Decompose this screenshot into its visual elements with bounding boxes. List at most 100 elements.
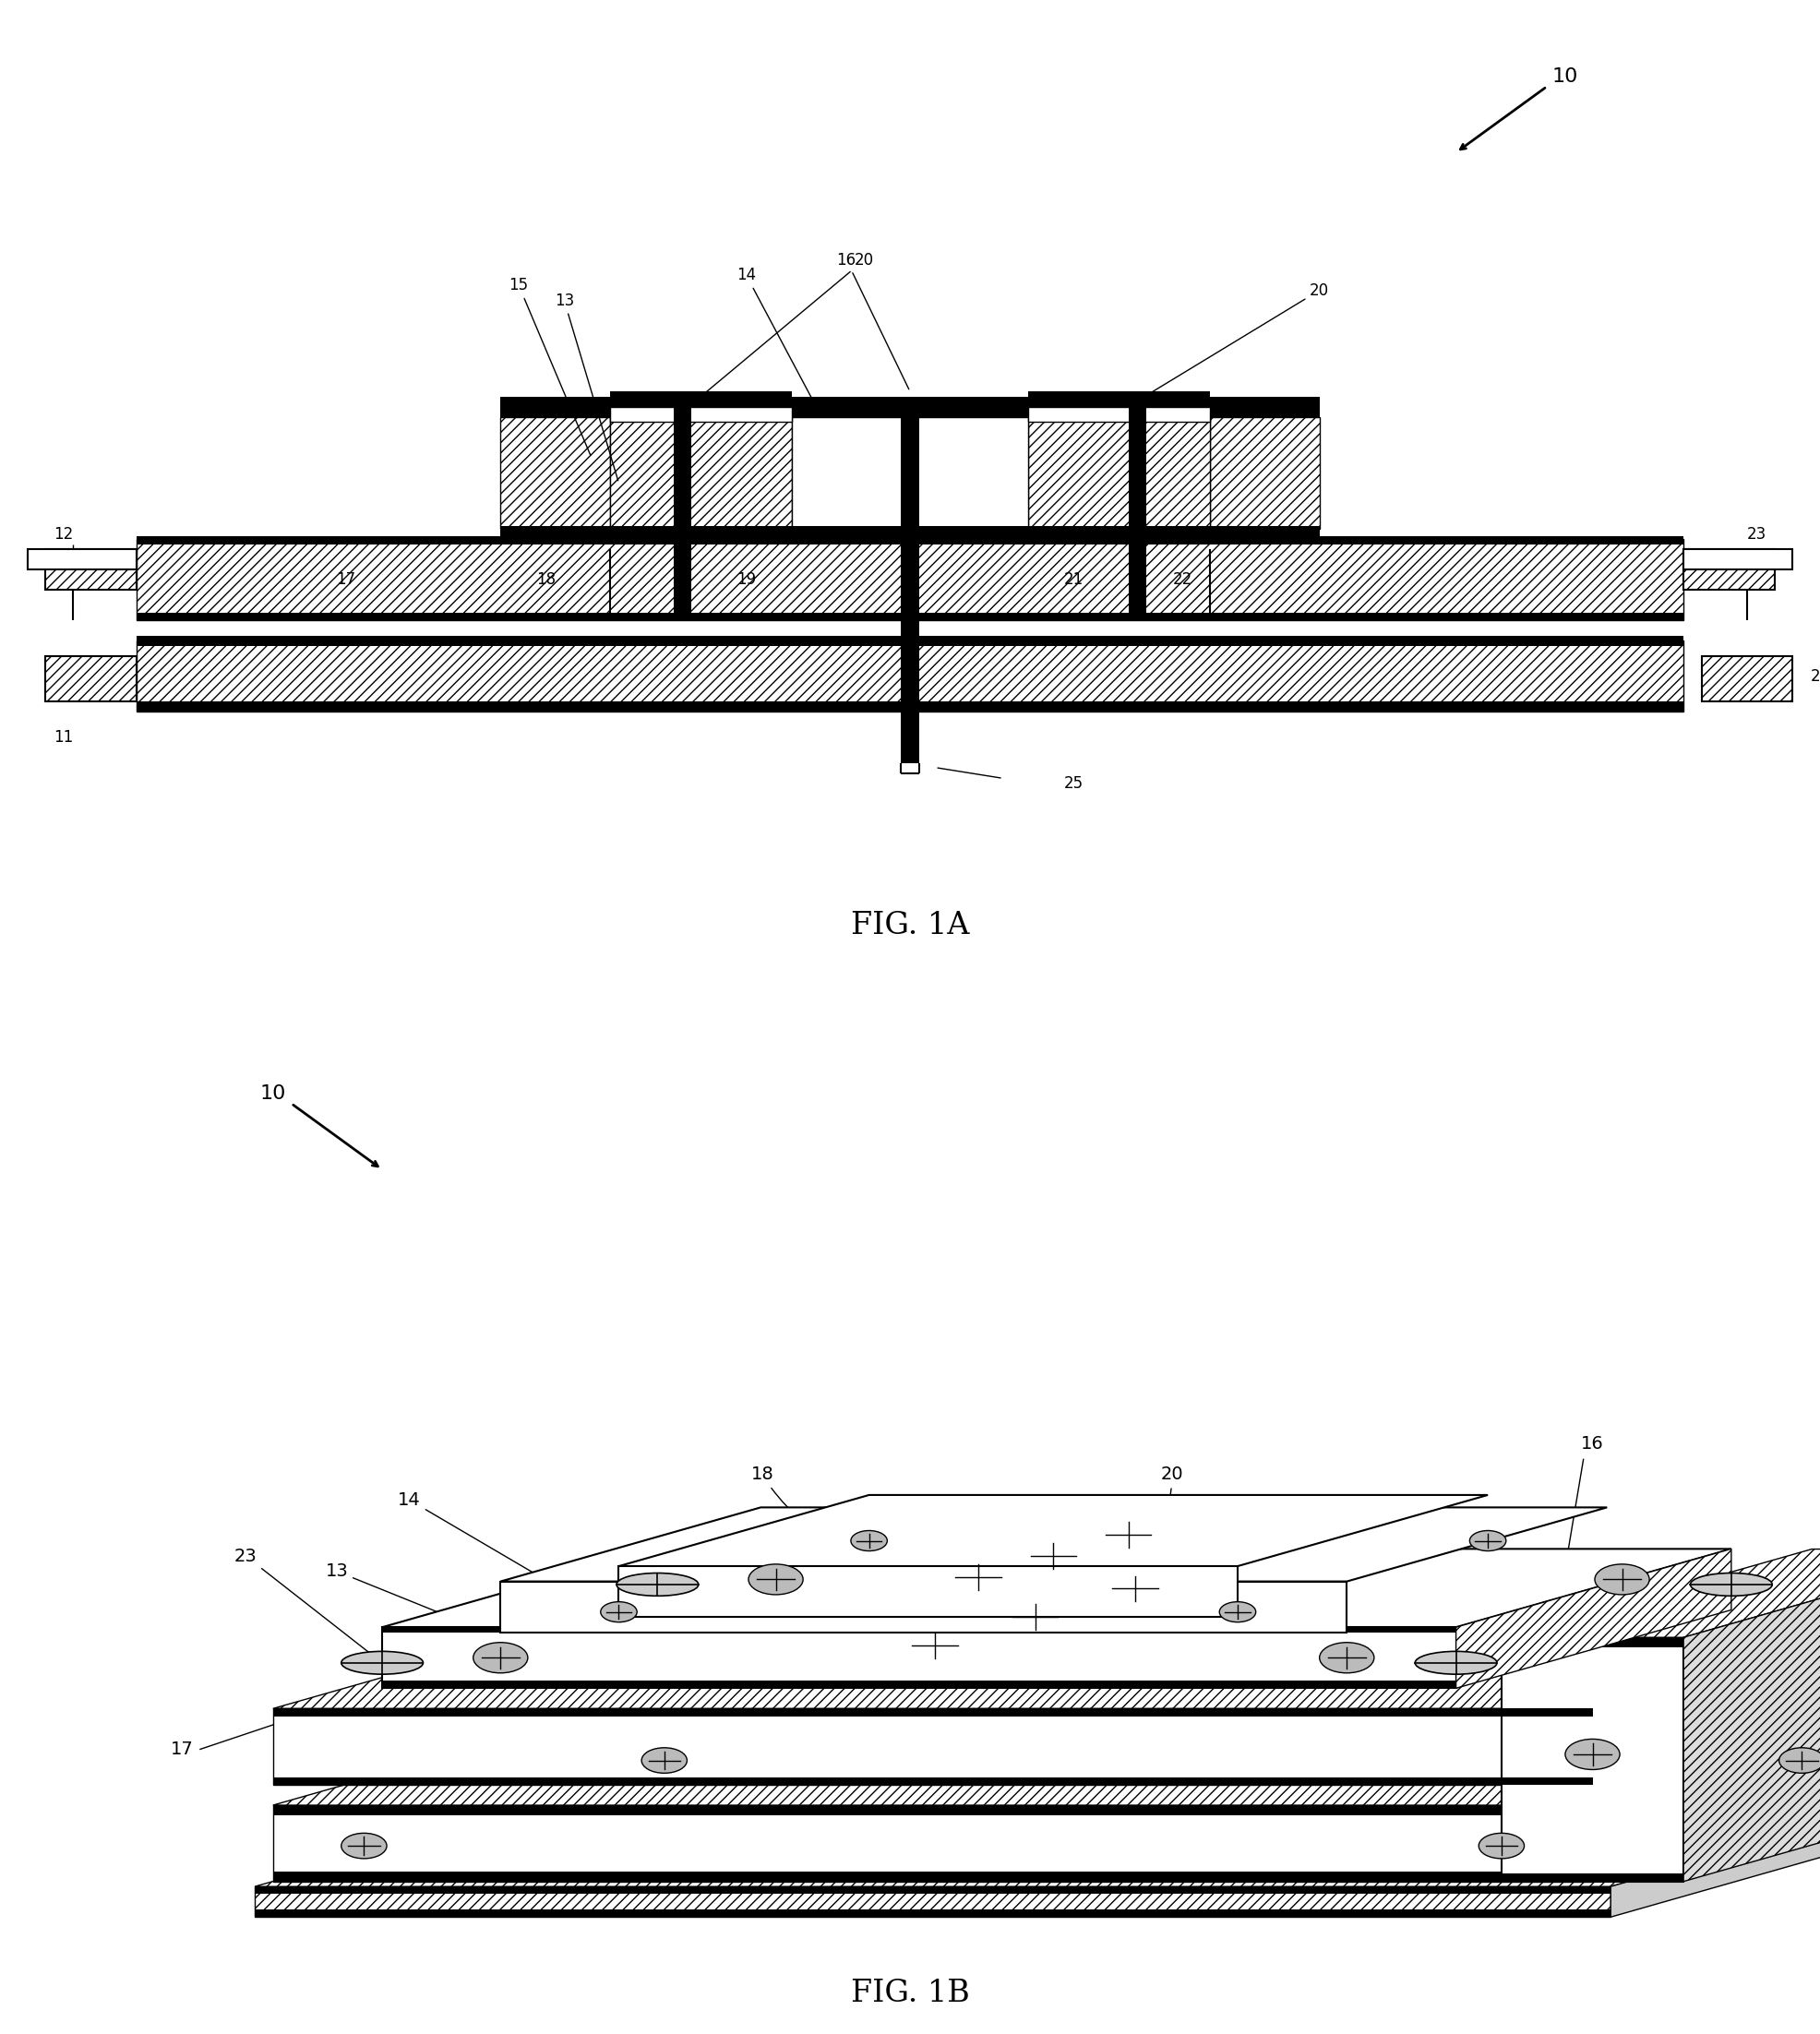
Polygon shape [1592,1623,1820,1786]
Bar [1702,657,1793,702]
Text: 14: 14 [399,1491,590,1605]
Bar [136,641,1684,712]
Bar [501,407,1319,417]
Text: 16: 16 [1582,1436,1603,1452]
Bar [46,549,136,590]
Ellipse shape [1416,1652,1496,1674]
Bar [673,407,692,620]
Text: 21: 21 [1065,572,1083,588]
Text: 23: 23 [1747,525,1765,543]
Polygon shape [382,1627,1456,1631]
Bar [136,537,1684,545]
Text: 13: 13 [555,293,619,480]
Bar [1028,393,1210,407]
Bar [610,393,792,407]
Circle shape [1778,1747,1820,1774]
Polygon shape [501,1582,1347,1631]
Polygon shape [273,1778,1592,1786]
Text: 17: 17 [171,1741,193,1757]
Text: 10: 10 [260,1084,286,1102]
Polygon shape [1502,1637,1684,1648]
Text: 22: 22 [1174,572,1192,588]
Circle shape [850,1530,888,1550]
Text: 15: 15 [1700,1562,1722,1580]
Bar [901,620,919,763]
Text: 21: 21 [444,1621,606,1656]
Bar [1684,549,1774,590]
Text: 25: 25 [1065,775,1083,791]
Bar [901,407,919,620]
Text: 12: 12 [55,525,73,543]
Polygon shape [255,1910,1611,1916]
Text: 18: 18 [537,572,555,588]
Bar [136,539,1684,620]
Text: 10: 10 [1552,67,1578,85]
Polygon shape [1611,1798,1820,1916]
Bar [136,702,1684,712]
Circle shape [473,1643,528,1672]
Circle shape [1478,1833,1525,1859]
Polygon shape [1592,1721,1820,1881]
Bar [610,407,792,423]
Bar [1028,407,1210,423]
Polygon shape [255,1798,1820,1888]
Circle shape [1594,1564,1649,1595]
Text: FIG. 1A: FIG. 1A [850,911,970,940]
Bar [1028,417,1210,529]
Circle shape [601,1603,637,1623]
Ellipse shape [617,1572,699,1597]
Circle shape [1219,1603,1256,1623]
Text: 20: 20 [1130,1467,1183,1554]
Circle shape [748,1564,803,1595]
Text: 15: 15 [510,277,590,456]
Bar [46,657,136,702]
Polygon shape [1502,1637,1684,1881]
Text: 16: 16 [837,252,908,388]
Polygon shape [1502,1550,1820,1637]
Polygon shape [273,1806,1592,1816]
Bar [792,417,1028,529]
Bar [27,549,136,570]
Bar [1210,417,1320,529]
Polygon shape [1684,1550,1820,1881]
Circle shape [1320,1643,1374,1672]
Polygon shape [273,1709,1592,1717]
Polygon shape [619,1495,1487,1566]
Text: 20: 20 [703,252,874,395]
Polygon shape [273,1721,1820,1806]
Text: 17: 17 [337,572,355,588]
Polygon shape [273,1623,1820,1709]
Text: FIG. 1B: FIG. 1B [850,1979,970,2008]
Polygon shape [273,1871,1592,1881]
Polygon shape [382,1680,1456,1688]
Circle shape [342,1833,386,1859]
Text: 12: 12 [1745,1690,1767,1707]
Polygon shape [619,1566,1238,1617]
Text: 13: 13 [326,1562,499,1637]
Bar [136,612,1684,620]
Text: 19: 19 [737,572,755,588]
Bar [501,527,1319,539]
Text: 11: 11 [55,728,73,746]
Bar [1684,549,1793,570]
Polygon shape [273,1806,1592,1881]
Polygon shape [273,1709,1592,1786]
Polygon shape [501,1507,1607,1582]
Text: 18: 18 [750,1467,923,1560]
Polygon shape [1502,1873,1684,1881]
Bar [610,417,792,529]
Text: 20: 20 [1121,283,1329,411]
Bar [501,397,1319,407]
Circle shape [1469,1530,1505,1550]
Bar [1128,407,1147,620]
Ellipse shape [342,1652,422,1674]
Polygon shape [1456,1550,1731,1688]
Bar [136,635,1684,647]
Polygon shape [255,1888,1611,1916]
Polygon shape [382,1550,1731,1627]
Ellipse shape [1691,1572,1773,1597]
Circle shape [641,1747,686,1774]
Text: 14: 14 [737,266,817,409]
Text: 24: 24 [1811,667,1820,685]
Polygon shape [382,1627,1456,1688]
